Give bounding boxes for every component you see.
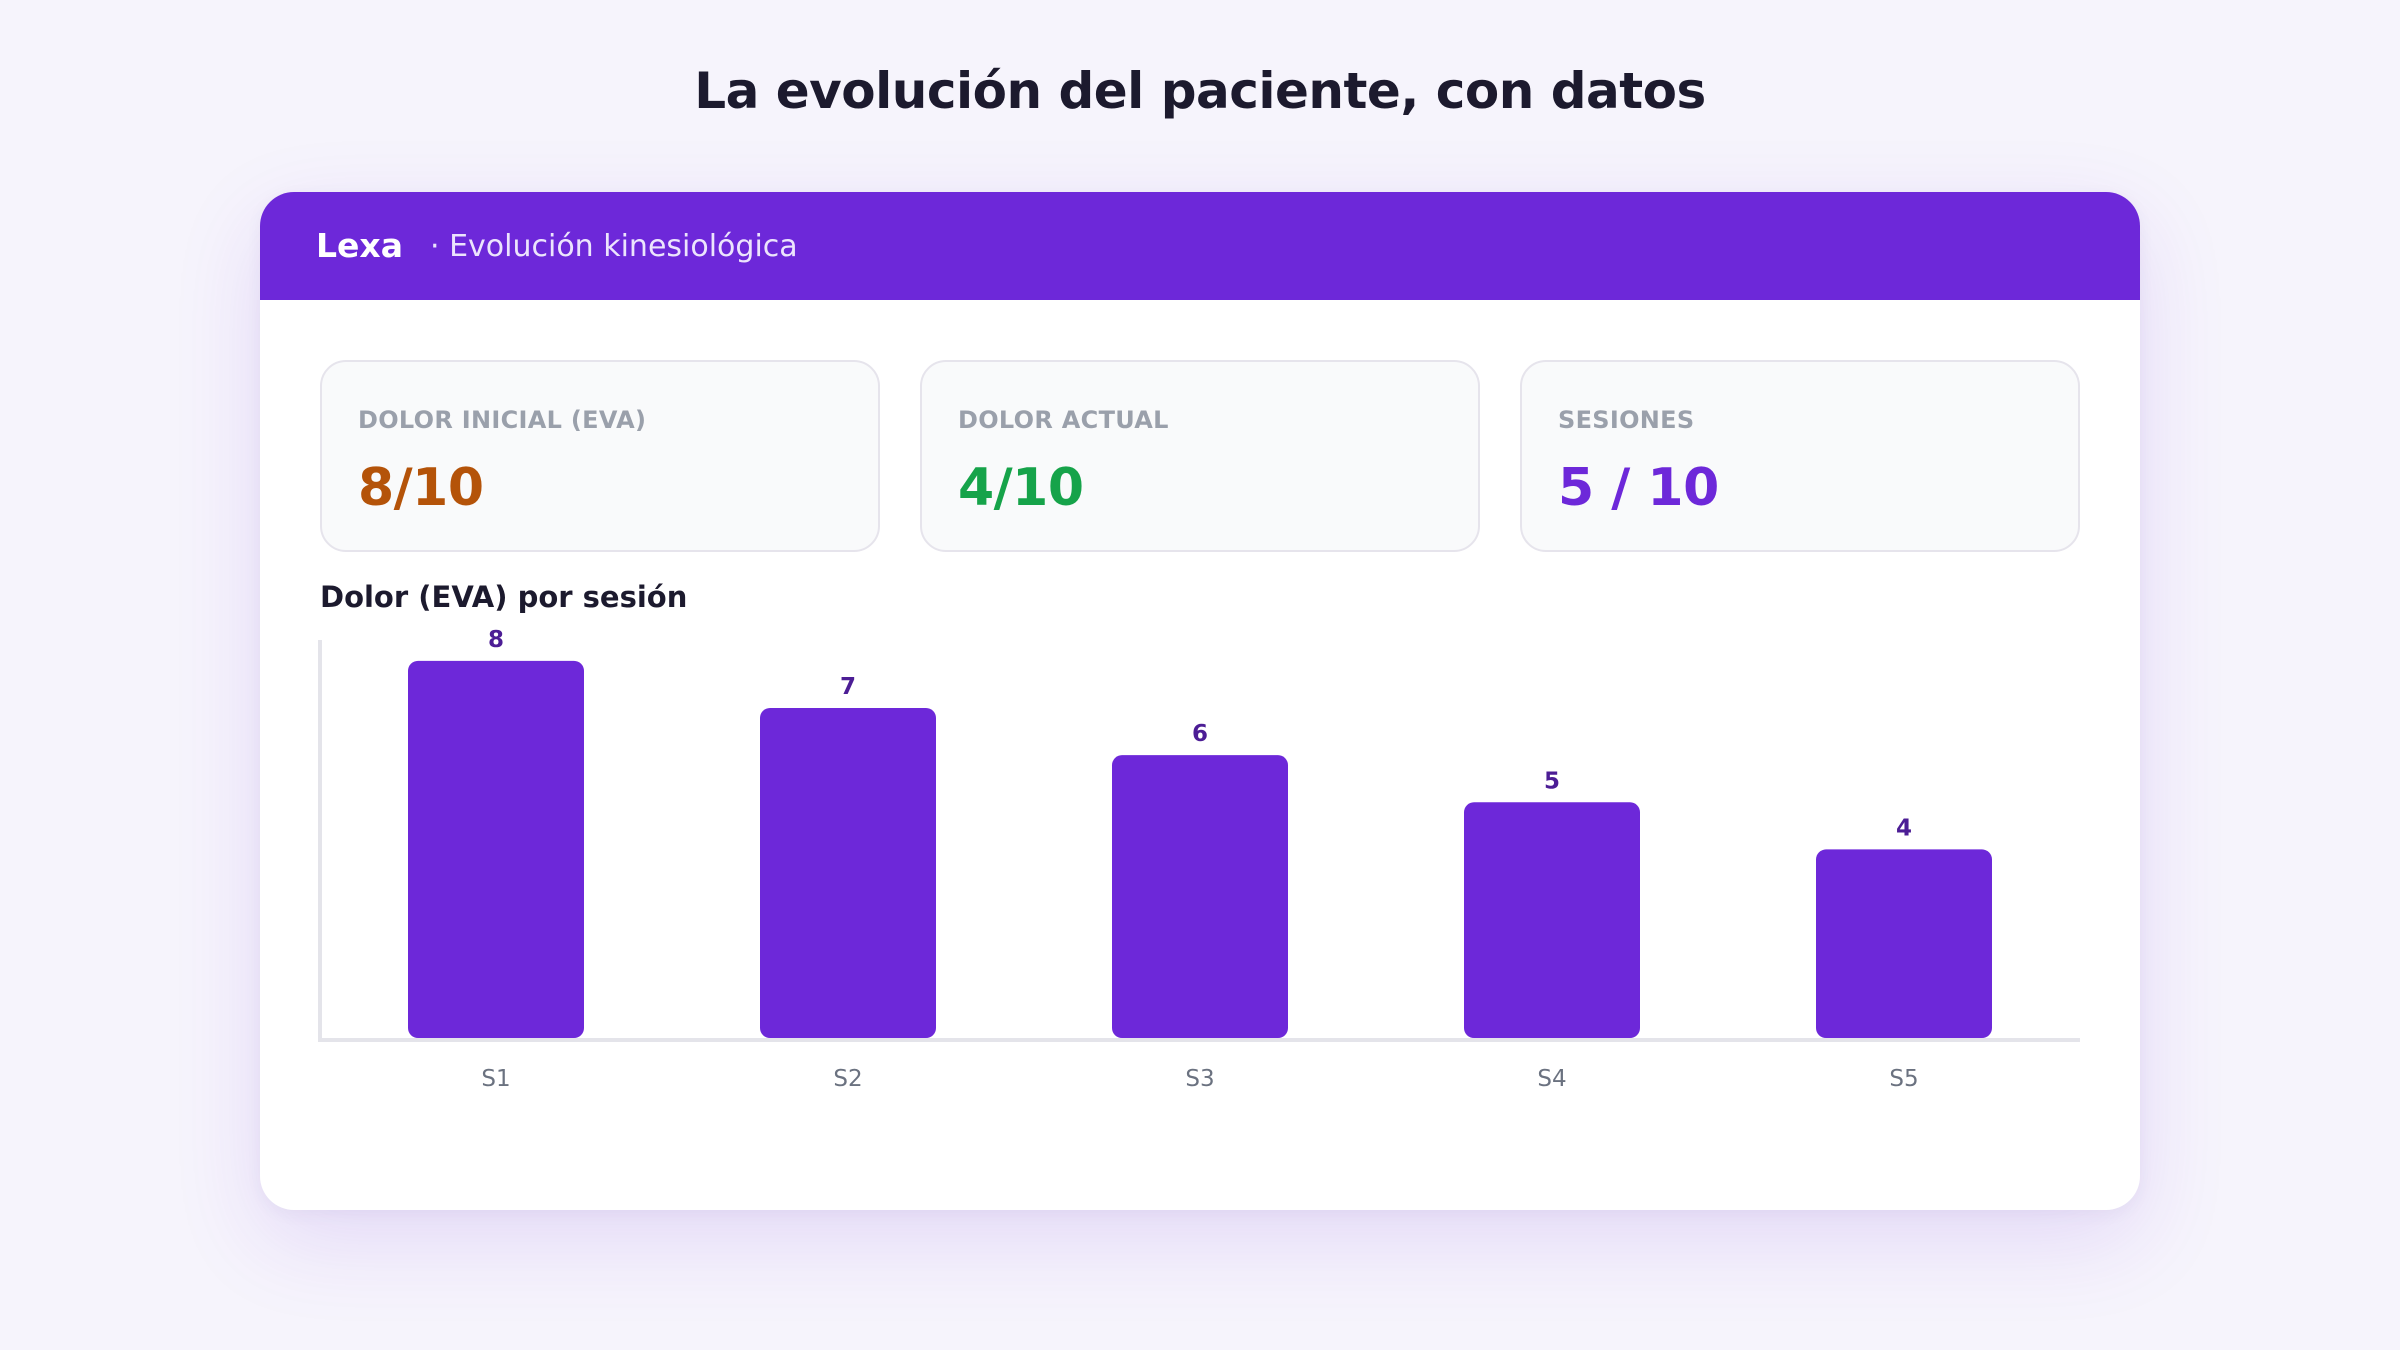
bar-value-label: 4 bbox=[1896, 815, 1912, 841]
stat-value: 5 / 10 bbox=[1558, 458, 1719, 518]
stat-card-initial-pain: DOLOR INICIAL (EVA) 8/10 bbox=[320, 360, 880, 552]
x-tick-label: S3 bbox=[1185, 1066, 1214, 1092]
stat-label: DOLOR INICIAL (EVA) bbox=[358, 406, 647, 434]
x-tick-label: S5 bbox=[1889, 1066, 1918, 1092]
bar-value-label: 5 bbox=[1544, 768, 1560, 794]
header-subtitle: · Evolución kinesiológica bbox=[430, 229, 798, 264]
evolution-card: Lexa · Evolución kinesiológica DOLOR INI… bbox=[260, 192, 2140, 1210]
brand-logo: Lexa bbox=[316, 226, 403, 265]
bar-s4 bbox=[1464, 802, 1640, 1038]
x-tick-label: S1 bbox=[481, 1066, 510, 1092]
x-tick-label: S2 bbox=[833, 1066, 862, 1092]
x-tick-label: S4 bbox=[1537, 1066, 1566, 1092]
bar-s2 bbox=[760, 708, 936, 1038]
pain-bar-chart: 8 S1 7 S2 6 S3 5 S4 4 S5 bbox=[318, 627, 2080, 1092]
stat-card-current-pain: DOLOR ACTUAL 4/10 bbox=[920, 360, 1480, 552]
bar-s1 bbox=[408, 660, 584, 1038]
stat-label: SESIONES bbox=[1558, 406, 1695, 434]
stat-card-sessions: SESIONES 5 / 10 bbox=[1520, 360, 2080, 552]
bar-value-label: 6 bbox=[1192, 721, 1208, 747]
stat-label: DOLOR ACTUAL bbox=[958, 406, 1169, 434]
stat-value: 8/10 bbox=[358, 458, 484, 518]
bar-s3 bbox=[1112, 755, 1288, 1038]
bar-value-label: 8 bbox=[488, 627, 504, 653]
page-title: La evolución del paciente, con datos bbox=[694, 62, 1706, 120]
stat-value: 4/10 bbox=[958, 458, 1084, 518]
bar-s5 bbox=[1816, 849, 1992, 1038]
bar-value-label: 7 bbox=[840, 674, 856, 700]
card-header: Lexa · Evolución kinesiológica bbox=[260, 192, 2140, 300]
chart-title: Dolor (EVA) por sesión bbox=[320, 580, 688, 614]
